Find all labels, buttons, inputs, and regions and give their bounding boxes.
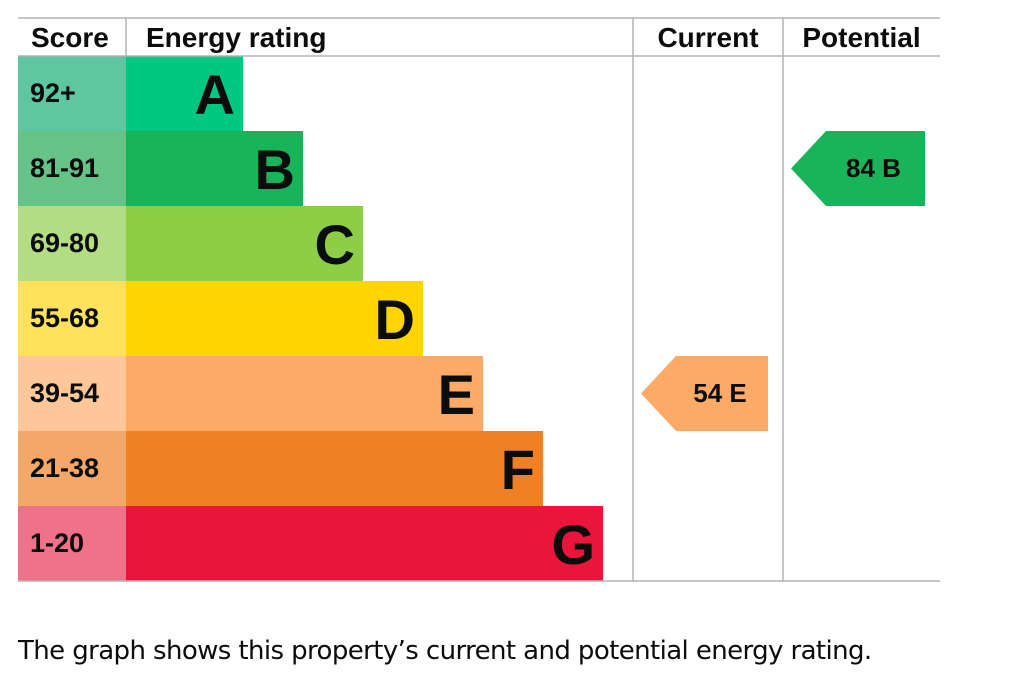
rating-letter-e: E xyxy=(438,363,475,426)
current-rating-arrow xyxy=(641,356,768,431)
score-cell-g xyxy=(18,506,126,581)
rating-bar-d xyxy=(126,281,423,356)
rating-bar-c xyxy=(126,206,363,281)
rating-letter-f: F xyxy=(501,438,535,501)
score-label-g: 1-20 xyxy=(30,528,84,558)
rating-bar-f xyxy=(126,431,543,506)
score-label-d: 55-68 xyxy=(30,303,99,333)
score-cell-c xyxy=(18,206,126,281)
chart-caption: The graph shows this property’s current … xyxy=(18,636,872,666)
rating-letter-b: B xyxy=(255,138,295,201)
rating-bar-e xyxy=(126,356,483,431)
header-energy-rating: Energy rating xyxy=(146,22,326,53)
potential-rating-arrow xyxy=(791,131,925,206)
header-score: Score xyxy=(31,22,109,53)
potential-rating-label: 84 B xyxy=(846,153,901,183)
rating-bar-b xyxy=(126,131,303,206)
score-label-a: 92+ xyxy=(30,78,76,108)
rating-letter-a: A xyxy=(195,63,235,126)
rating-letter-c: C xyxy=(315,213,355,276)
score-cell-d xyxy=(18,281,126,356)
score-label-c: 69-80 xyxy=(30,228,99,258)
rating-letter-g: G xyxy=(551,513,595,576)
score-cell-a xyxy=(18,56,126,131)
rating-bar-a xyxy=(126,56,243,131)
score-cell-b xyxy=(18,131,126,206)
score-label-f: 21-38 xyxy=(30,453,99,483)
score-cell-f xyxy=(18,431,126,506)
header-current: Current xyxy=(657,22,758,53)
energy-rating-chart: 92+ A 81-91 B 69-80 C 55-68 D 39-54 E 21-38 F 1-20 G S… xyxy=(18,17,940,582)
score-cell-e xyxy=(18,356,126,431)
header-potential: Potential xyxy=(802,22,920,53)
score-label-b: 81-91 xyxy=(30,153,99,183)
current-rating-label: 54 E xyxy=(693,378,747,408)
rating-bar-g xyxy=(126,506,603,581)
score-label-e: 39-54 xyxy=(30,378,99,408)
rating-letter-d: D xyxy=(375,288,415,351)
